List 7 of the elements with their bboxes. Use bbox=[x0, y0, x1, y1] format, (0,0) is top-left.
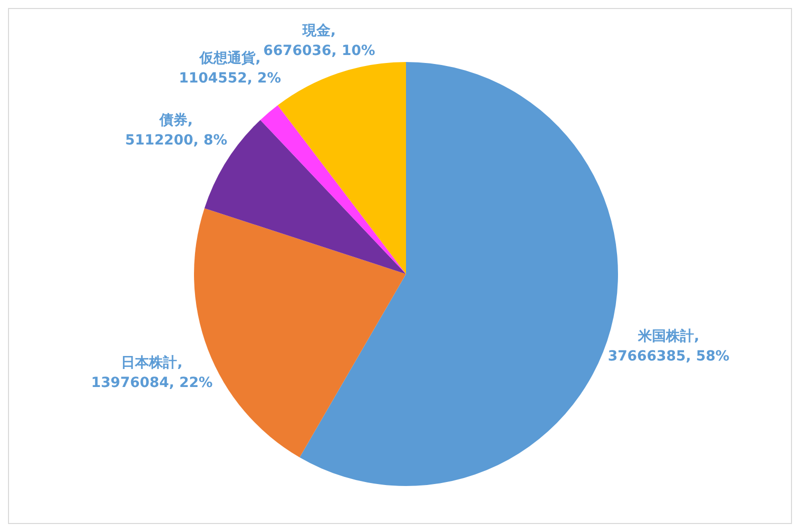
slice-label: 債券 bbox=[160, 112, 188, 128]
pie-slice bbox=[260, 105, 406, 274]
slice-label: 現金 bbox=[302, 23, 330, 39]
pie-slice bbox=[204, 120, 406, 274]
slice-label: 仮想通貨 bbox=[199, 50, 256, 67]
slice-label: 日本株計 bbox=[121, 355, 178, 372]
slice-label: 米国株計 bbox=[638, 328, 694, 345]
